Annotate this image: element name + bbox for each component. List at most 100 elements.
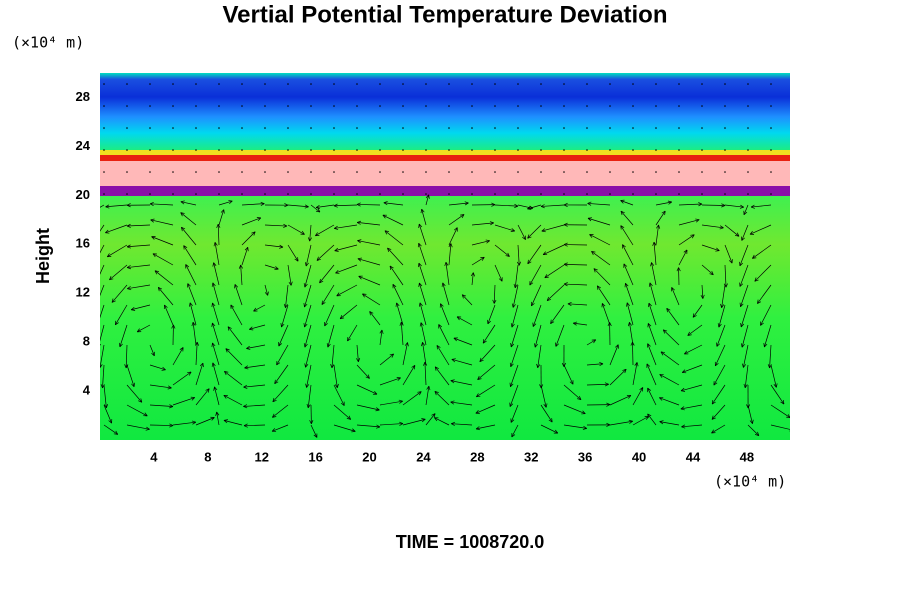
arrow [586, 383, 609, 386]
dot [103, 171, 105, 173]
arrow-head [187, 371, 192, 374]
arrow [240, 264, 243, 286]
red-band [100, 155, 790, 161]
arrow-head [647, 323, 652, 327]
arrow [563, 364, 574, 385]
arrow-head [482, 339, 485, 344]
arrow-head [695, 218, 700, 221]
arrow-head [319, 280, 324, 284]
arrow-head [384, 230, 389, 232]
arrow [440, 303, 450, 326]
arrow [149, 384, 172, 389]
arrow-head [464, 201, 469, 204]
dot [586, 193, 588, 195]
arrow-head [629, 322, 632, 326]
arrow-head [757, 431, 760, 436]
arrow-head [687, 331, 690, 336]
dot [310, 127, 312, 129]
arrow-head [334, 225, 338, 229]
arrow-head [482, 340, 487, 344]
arrow-head [597, 285, 601, 289]
x-tick-label: 16 [308, 449, 322, 464]
arrow-head [418, 223, 423, 228]
arrow [218, 209, 225, 226]
arrow [747, 404, 753, 424]
dot [540, 171, 542, 173]
arrow-head [192, 321, 196, 326]
arrow-head [492, 299, 495, 304]
arrow-head [278, 343, 282, 347]
arrow-head [544, 276, 549, 279]
arrow [384, 230, 404, 246]
arrow-head [249, 329, 254, 331]
arrow-head [407, 342, 409, 347]
arrow [647, 413, 657, 426]
arrow-head [211, 302, 213, 307]
arrow-head [346, 418, 351, 420]
arrow-head [721, 203, 726, 206]
dot [517, 105, 519, 107]
arrow [646, 363, 657, 386]
arrow [724, 264, 727, 288]
arrow-head [718, 323, 722, 328]
arrow-head [472, 272, 475, 277]
arrow [587, 217, 611, 226]
arrow [119, 324, 128, 347]
arrow-head [119, 342, 121, 347]
dot [195, 193, 197, 195]
arrow-head [212, 362, 216, 367]
arrow-head [133, 382, 135, 387]
arrow [100, 224, 105, 232]
arrow-head [425, 194, 429, 199]
dot [770, 193, 772, 195]
arrow [724, 204, 744, 208]
dot [494, 83, 496, 85]
arrow-head [573, 322, 577, 326]
arrow-head [786, 416, 790, 419]
arrow [647, 343, 657, 366]
arrow [448, 243, 452, 266]
arrow-head [776, 383, 778, 388]
arrow-head [695, 219, 700, 223]
arrow-head [512, 304, 516, 308]
arrow [379, 377, 401, 386]
arrow-head [651, 262, 655, 266]
arrow [573, 322, 588, 326]
dot [586, 171, 588, 173]
arrow [743, 204, 749, 215]
arrow [682, 364, 703, 373]
arrow [511, 304, 519, 328]
dot [126, 127, 128, 129]
y-unit: (×10⁴ m) [12, 34, 84, 52]
arrow-head [191, 397, 196, 401]
arrow [100, 284, 105, 297]
arrow-head [111, 298, 114, 303]
arrow-head [563, 204, 568, 207]
arrow [389, 265, 404, 286]
arrow-head [100, 366, 101, 368]
arrow-head [151, 352, 155, 357]
arrow-head [656, 224, 659, 229]
arrow-head [149, 201, 154, 205]
arrow-head [305, 383, 307, 388]
arrow-head [279, 246, 284, 249]
arrow [103, 424, 118, 435]
arrow-head [434, 417, 438, 422]
arrow-head [330, 364, 333, 369]
dot [218, 149, 220, 151]
arrow-head [527, 205, 531, 210]
arrow-head [225, 348, 228, 353]
arrow-head [622, 368, 627, 371]
arrow-head [249, 326, 253, 330]
arrow-head [462, 294, 467, 297]
arrow-head [280, 323, 282, 328]
arrow-head [451, 421, 456, 424]
arrow-head [276, 362, 281, 366]
arrow [339, 304, 358, 320]
arrow [482, 324, 496, 344]
arrow [100, 324, 105, 342]
arrow [212, 342, 220, 366]
arrow-head [421, 418, 426, 423]
arrow [663, 329, 680, 346]
arrow-head [229, 200, 233, 204]
